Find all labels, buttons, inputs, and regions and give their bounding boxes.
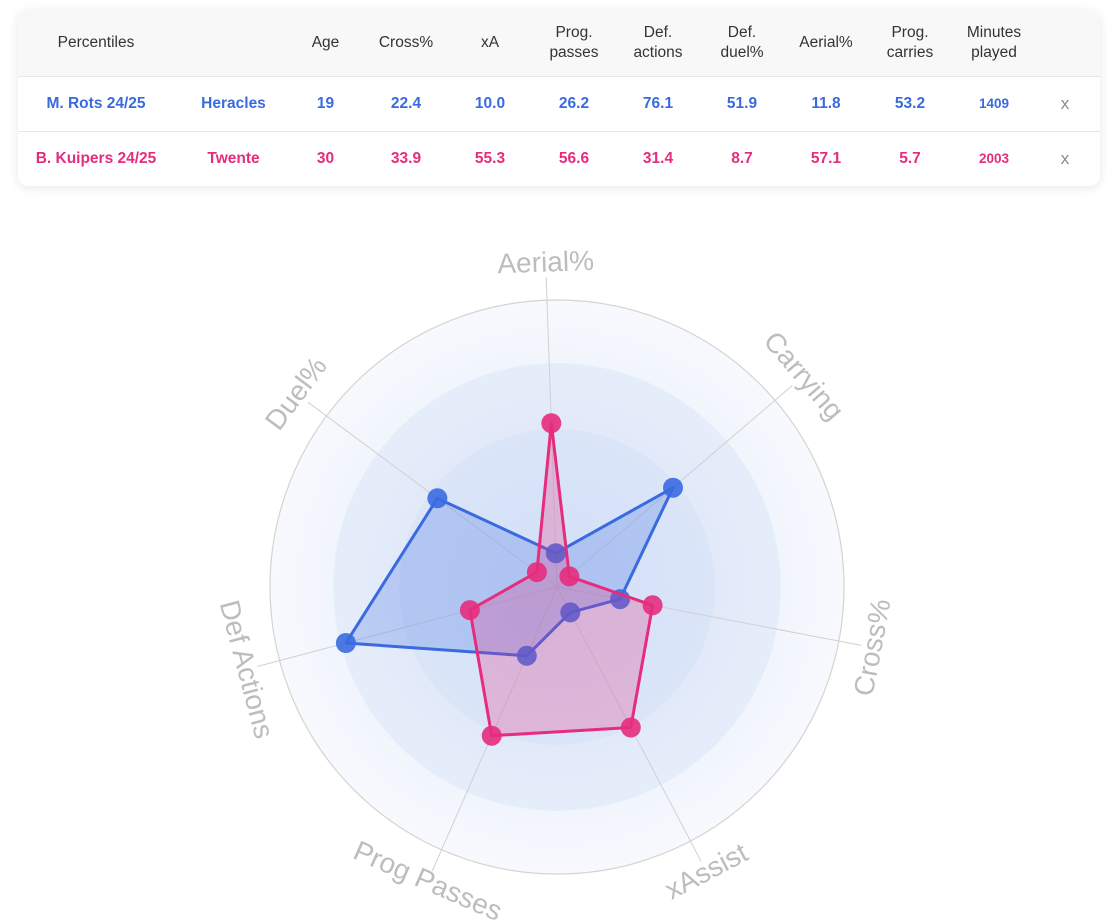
header-xa: xA: [480, 33, 500, 51]
radar-axis-label: Aerial%: [497, 245, 595, 279]
remove-row-button[interactable]: x: [1060, 93, 1070, 113]
radar-data-point[interactable]: [663, 477, 683, 498]
table-row-kuipers: B. Kuipers 24/25 Twente 30 33.9 55.3 56.…: [18, 131, 1100, 186]
radar-data-point[interactable]: [541, 413, 562, 434]
radar-data-point[interactable]: [559, 566, 580, 587]
header-def-actions: Def. actions: [633, 23, 683, 61]
radar-series-area: [344, 486, 675, 658]
def-duel-value: 8.7: [731, 149, 753, 167]
radar-axis-label: Def Actions: [214, 597, 280, 742]
aerial-value: 57.1: [810, 149, 842, 167]
xa-value: 10.0: [474, 94, 506, 112]
prog-carries-value: 53.2: [894, 94, 926, 112]
radar-data-point[interactable]: [526, 562, 547, 583]
radar-data-point[interactable]: [427, 488, 448, 509]
minutes-value: 1409: [978, 96, 1010, 111]
prog-passes-value: 26.2: [558, 94, 590, 112]
radar-series-group: [335, 477, 683, 666]
radar-series-group: [459, 413, 663, 746]
radar-spoke: [257, 586, 558, 667]
def-duel-value: 51.9: [726, 94, 758, 112]
cross-value: 22.4: [390, 94, 422, 112]
team-name: Twente: [207, 149, 260, 167]
player-name[interactable]: M. Rots 24/25: [46, 94, 146, 112]
radar-data-point[interactable]: [481, 725, 502, 746]
header-def-duel: Def. duel%: [720, 23, 764, 61]
comparison-table-card: Percentiles Age Cross% xA Prog. passes De…: [18, 10, 1100, 186]
cross-value: 33.9: [390, 149, 422, 167]
aerial-value: 11.8: [811, 94, 841, 112]
prog-passes-value: 56.6: [558, 149, 590, 167]
radar-data-point[interactable]: [516, 645, 537, 666]
header-remove: [1030, 10, 1100, 76]
header-cross: Cross%: [378, 33, 434, 51]
header-prog-carries: Prog. carries: [886, 23, 934, 61]
team-name: Heracles: [201, 94, 266, 112]
radar-data-point[interactable]: [620, 717, 641, 738]
header-percentiles: Percentiles: [57, 33, 135, 51]
radar-data-point[interactable]: [610, 589, 631, 610]
def-actions-value: 31.4: [642, 149, 674, 167]
header-team: [174, 10, 293, 76]
prog-carries-value: 5.7: [899, 149, 921, 167]
header-minutes: Minutes played: [966, 23, 1022, 61]
radar-data-point[interactable]: [560, 602, 581, 623]
radar-data-point[interactable]: [545, 543, 566, 564]
age-value: 30: [316, 149, 335, 167]
radar-axis-label: Cross%: [848, 596, 897, 698]
comparison-table: Percentiles Age Cross% xA Prog. passes De…: [18, 10, 1100, 186]
header-aerial: Aerial%: [799, 33, 853, 51]
radar-data-point[interactable]: [335, 633, 356, 653]
player-name[interactable]: B. Kuipers 24/25: [35, 149, 157, 167]
header-prog-passes: Prog. passes: [549, 23, 599, 61]
radar-data-point[interactable]: [642, 595, 663, 616]
remove-row-button[interactable]: x: [1060, 148, 1070, 168]
def-actions-value: 76.1: [642, 94, 674, 112]
xa-value: 55.3: [474, 149, 506, 167]
age-value: 19: [316, 94, 335, 112]
radar-series: [335, 413, 683, 746]
table-row-rots: M. Rots 24/25 Heracles 19 22.4 10.0 26.2…: [18, 76, 1100, 131]
minutes-value: 2003: [978, 151, 1010, 167]
radar-spoke: [556, 586, 862, 646]
table-header-row: Percentiles Age Cross% xA Prog. passes De…: [18, 10, 1100, 76]
radar-data-point[interactable]: [459, 600, 480, 621]
header-age: Age: [311, 33, 340, 51]
